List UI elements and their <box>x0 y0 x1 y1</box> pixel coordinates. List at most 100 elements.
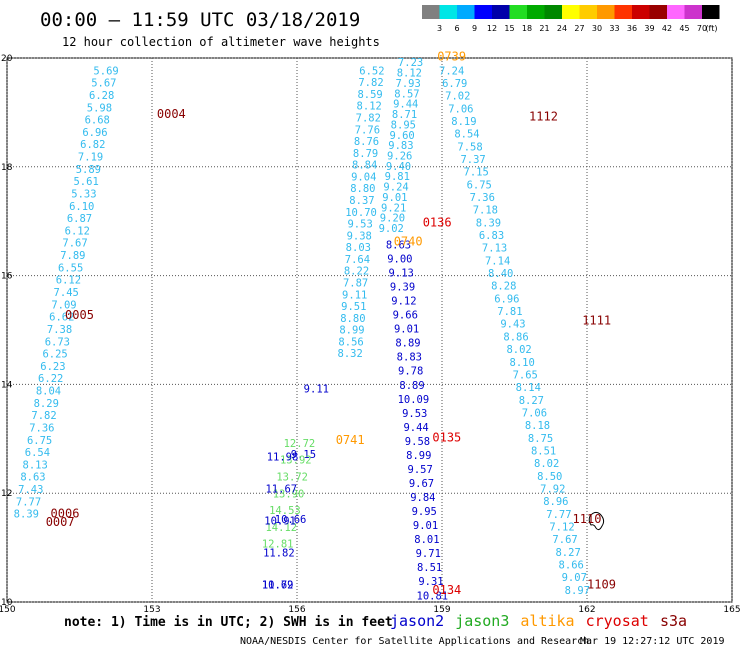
wave-height-point: 8.29 <box>34 398 59 410</box>
coastline <box>588 511 605 531</box>
y-tick-label: 10 <box>1 598 13 608</box>
wave-height-point: 8.59 <box>357 89 382 101</box>
wave-height-point: 7.77 <box>16 496 41 508</box>
wave-height-point: 7.65 <box>513 369 538 381</box>
wave-height-point: 10.62 <box>262 579 294 591</box>
wave-height-point: 9.01 <box>382 192 407 204</box>
grid-lines <box>6 57 733 603</box>
chart-title: 00:00 – 11:59 UTC 03/18/2019 <box>40 9 360 31</box>
wave-height-point: 7.13 <box>482 243 507 255</box>
wave-height-point: 7.38 <box>47 324 72 336</box>
wave-height-point: 6.75 <box>467 179 492 191</box>
wave-height-point: 9.07 <box>562 572 587 584</box>
wave-height-point: 8.54 <box>454 129 479 141</box>
wave-height-point: 8.51 <box>531 445 556 457</box>
wave-height-point: 12.72 <box>284 438 316 450</box>
plot-frame <box>6 57 733 603</box>
color-swatch <box>492 5 510 19</box>
wave-height-point: 8.22 <box>344 266 369 278</box>
wave-height-point: 8.01 <box>414 534 439 546</box>
wave-height-point: 8.80 <box>350 183 375 195</box>
footer-credit: NOAA/NESDIS Center for Satellite Applica… <box>240 636 589 647</box>
wave-height-point: 9.51 <box>341 301 366 313</box>
pass-time-label: 0007 <box>46 515 75 529</box>
color-swatch <box>614 5 632 19</box>
wave-height-point: 9.60 <box>389 130 414 142</box>
wave-height-point: 7.82 <box>356 112 381 124</box>
color-threshold-label: 27 <box>574 24 584 33</box>
wave-height-point: 11.67 <box>265 484 297 496</box>
wave-height-point: 9.57 <box>408 464 433 476</box>
pass-time-label: 0136 <box>423 216 452 230</box>
pass-time-label: 0135 <box>432 431 461 445</box>
wave-height-point: 7.77 <box>546 509 571 521</box>
wave-height-point: 14.53 <box>269 505 301 517</box>
wave-height-point: 10.81 <box>417 590 449 602</box>
chart-subtitle: 12 hour collection of altimeter wave hei… <box>62 35 380 49</box>
color-threshold-label: 3 <box>437 24 442 33</box>
wave-height-point: 8.12 <box>397 68 422 80</box>
wave-height-point: 8.19 <box>451 116 476 128</box>
wave-height-point: 9.43 <box>500 319 525 331</box>
wave-height-point: 9.11 <box>304 384 329 396</box>
wave-height-point: 9.67 <box>409 478 434 490</box>
wave-height-point: 6.25 <box>42 349 67 361</box>
wave-height-point: 7.23 <box>398 57 423 69</box>
wave-height-point: 8.02 <box>534 458 559 470</box>
color-swatch <box>457 5 475 19</box>
wave-height-point: 9.31 <box>418 576 443 588</box>
wave-height-point: 8.32 <box>338 348 363 360</box>
wave-height-point: 7.14 <box>485 255 510 267</box>
wave-height-point: 8.97 <box>565 585 590 597</box>
wave-height-point: 7.24 <box>439 65 464 77</box>
wave-height-point: 9.84 <box>410 492 435 504</box>
wave-height-point: 8.13 <box>23 459 48 471</box>
pass-time-label: 0740 <box>394 235 423 249</box>
color-threshold-label: 24 <box>557 24 567 33</box>
wave-height-point: 6.96 <box>82 127 107 139</box>
color-swatch <box>579 5 597 19</box>
wave-height-point: 8.10 <box>510 357 535 369</box>
y-tick-label: 18 <box>1 163 13 173</box>
legend-cryosat: cryosat <box>586 612 649 630</box>
wave-height-point: 5.98 <box>87 102 112 114</box>
wave-height-point: 7.19 <box>78 152 103 164</box>
wave-height-point: 11.79 <box>262 579 294 591</box>
wave-height-point: 8.99 <box>406 450 431 462</box>
wave-height-values: 5.695.676.285.986.686.966.827.195.895.61… <box>14 57 590 602</box>
wave-height-point: 7.67 <box>552 534 577 546</box>
wave-height-point: 8.63 <box>20 472 45 484</box>
legend-jason3: jason3 <box>455 612 509 630</box>
wave-height-point: 9.04 <box>351 171 376 183</box>
y-tick-label: 12 <box>1 489 12 499</box>
wave-height-point: 8.76 <box>354 136 379 148</box>
wave-height-point: 6.82 <box>80 139 105 151</box>
pass-time-label: 0005 <box>65 308 94 322</box>
color-unit-label: (ft) <box>705 24 717 33</box>
color-threshold-label: 21 <box>539 24 549 33</box>
wave-height-point: 9.02 <box>379 223 404 235</box>
wave-height-point: 6.62 <box>49 312 74 324</box>
wave-height-point: 9.44 <box>393 99 418 111</box>
wave-height-point: 7.02 <box>445 91 470 103</box>
wave-height-point: 8.50 <box>537 471 562 483</box>
wave-height-point: 8.66 <box>559 559 584 571</box>
wave-height-point: 9.83 <box>388 140 413 152</box>
color-threshold-label: 45 <box>679 24 689 33</box>
wave-height-point: 6.96 <box>494 293 519 305</box>
wave-height-point: 7.76 <box>355 124 380 136</box>
wave-height-point: 6.52 <box>359 65 384 77</box>
color-swatch <box>649 5 667 19</box>
wave-height-point: 8.83 <box>397 352 422 364</box>
wave-height-point: 8.89 <box>399 380 424 392</box>
color-swatch <box>684 5 702 19</box>
color-swatch <box>509 5 527 19</box>
pass-time-label: 0006 <box>51 507 80 521</box>
wave-height-point: 8.39 <box>476 217 501 229</box>
pass-time-label: 1112 <box>529 110 558 124</box>
wave-height-point: 8.40 <box>488 268 513 280</box>
wave-height-point: 7.81 <box>497 306 522 318</box>
color-threshold-label: 36 <box>627 24 637 33</box>
color-threshold-label: 9 <box>472 24 477 33</box>
wave-height-point: 9.00 <box>387 253 412 265</box>
